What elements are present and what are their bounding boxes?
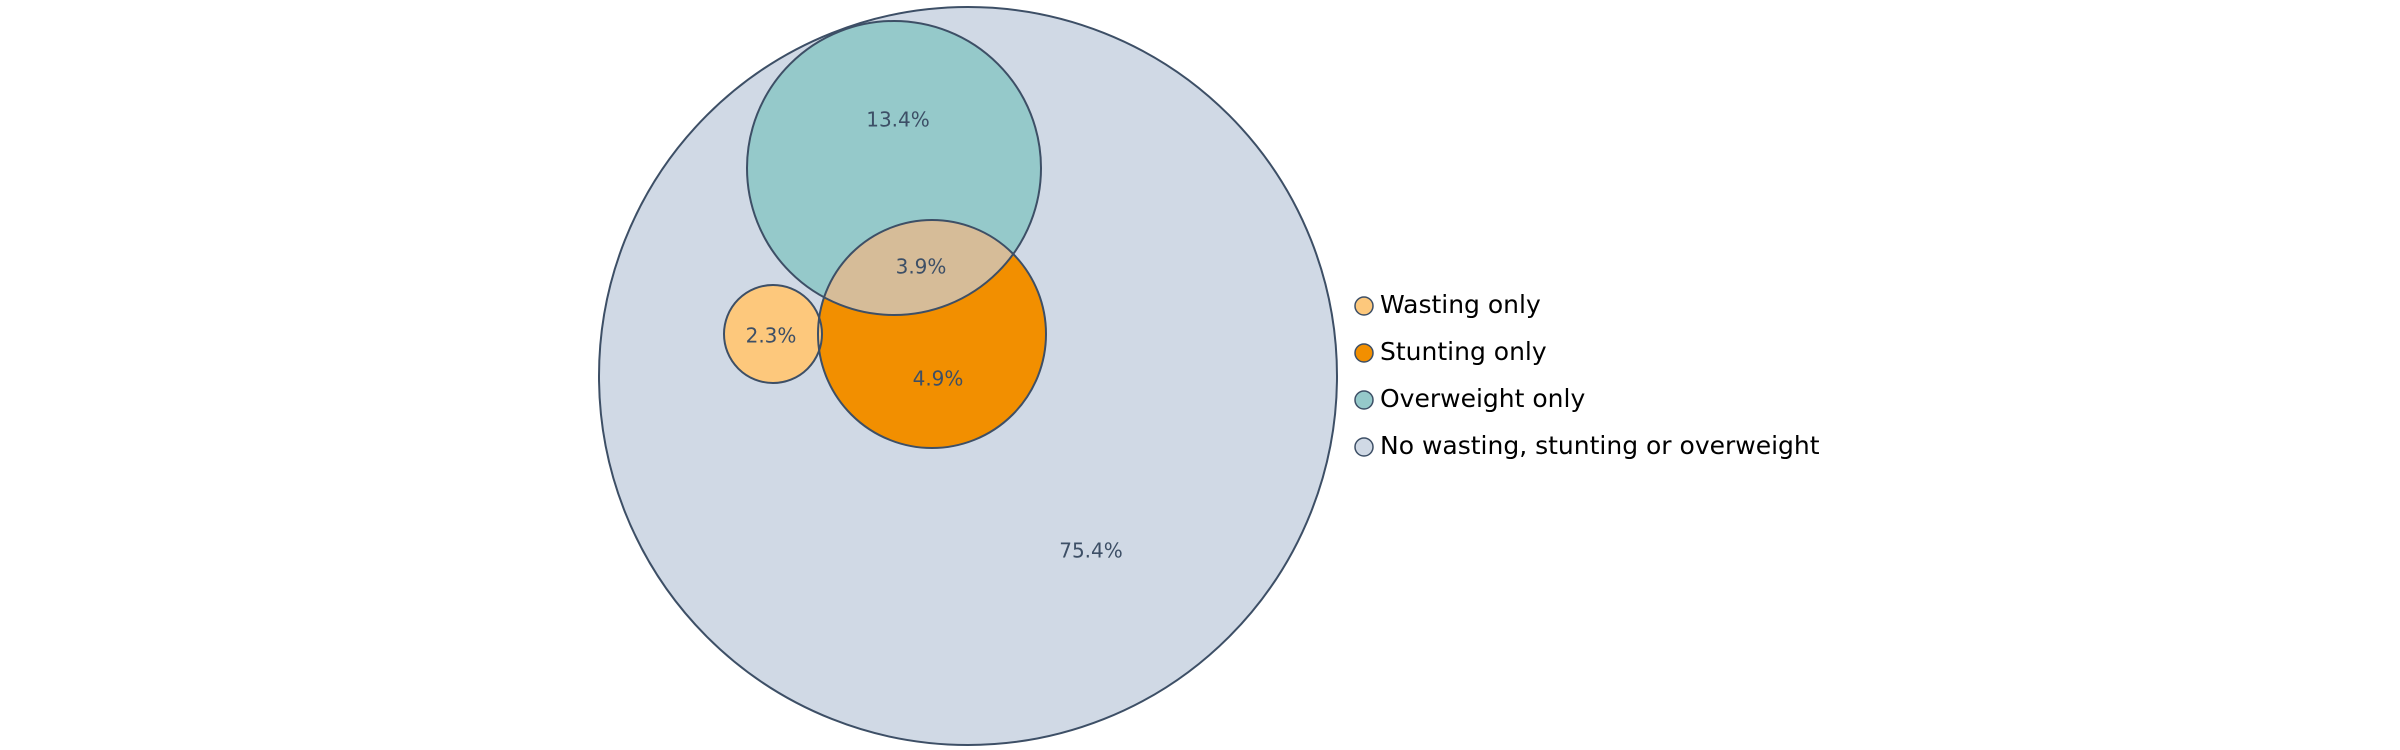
- legend-item: Wasting only: [1354, 290, 1541, 319]
- venn-label-none: 75.4%: [1059, 539, 1123, 563]
- venn-outline-stunting: [817, 219, 1047, 449]
- venn-label-overweight: 13.4%: [866, 108, 930, 132]
- legend-marker: [1354, 343, 1374, 363]
- legend-label: Stunting only: [1380, 337, 1547, 366]
- venn-label-wasting: 2.3%: [746, 324, 797, 348]
- chart-legend: Wasting only Stunting only Overweight only…: [1354, 290, 1820, 460]
- legend-label: No wasting, stunting or overweight: [1380, 431, 1820, 460]
- legend-item: No wasting, stunting or overweight: [1354, 431, 1820, 460]
- venn-outline-none: [598, 6, 1338, 746]
- venn-outline-wasting: [723, 284, 823, 384]
- venn-label-stunting: 4.9%: [913, 367, 964, 391]
- venn-circle-wasting: [724, 285, 822, 383]
- legend-marker: [1354, 437, 1374, 457]
- venn-label-overlap-overweight-stunting: 3.9%: [896, 255, 947, 279]
- legend-item: Stunting only: [1354, 337, 1547, 366]
- legend-marker: [1354, 296, 1374, 316]
- legend-label: Overweight only: [1380, 384, 1585, 413]
- legend-label: Wasting only: [1380, 290, 1541, 319]
- venn-outline-overweight: [746, 20, 1042, 316]
- legend-marker: [1354, 390, 1374, 410]
- legend-item: Overweight only: [1354, 384, 1585, 413]
